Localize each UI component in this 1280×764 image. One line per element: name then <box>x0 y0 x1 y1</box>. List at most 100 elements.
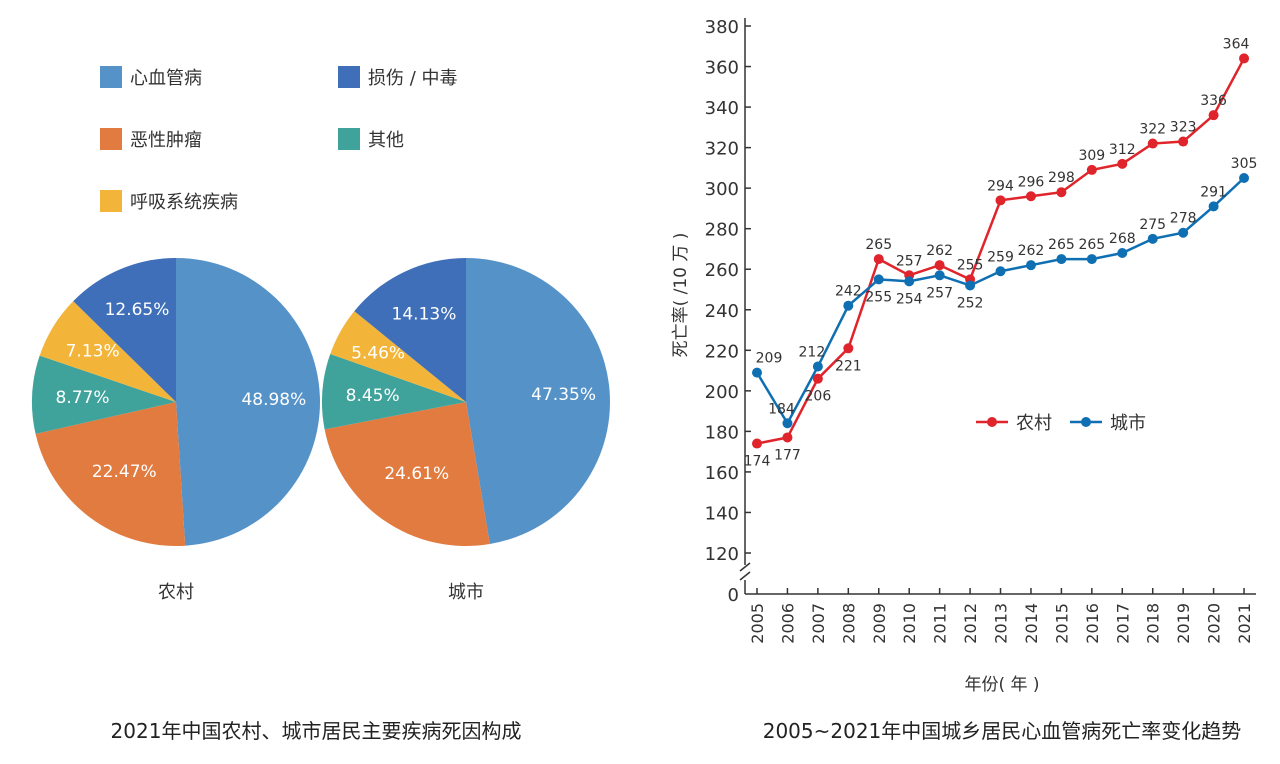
legend-label: 心血管病 <box>130 68 202 89</box>
legend-label: 恶性肿瘤 <box>130 130 202 151</box>
y-tick-label: 380 <box>705 17 739 38</box>
pie-slice <box>354 258 466 402</box>
legend-marker <box>987 417 997 427</box>
legend-swatch <box>100 190 122 212</box>
data-label: 291 <box>1200 184 1227 200</box>
data-point <box>843 343 854 354</box>
data-point <box>782 432 793 443</box>
data-label: 294 <box>987 178 1014 194</box>
pie-name: 城市 <box>448 582 484 603</box>
data-label: 268 <box>1109 231 1136 247</box>
pie-slice <box>324 402 490 546</box>
data-label: 209 <box>756 351 783 367</box>
data-label: 257 <box>896 253 923 269</box>
data-label: 312 <box>1109 142 1136 158</box>
data-label: 296 <box>1018 174 1045 190</box>
x-tick-label: 2005 <box>748 603 767 644</box>
data-point <box>1178 136 1189 147</box>
legend-swatch <box>338 66 360 88</box>
pie-slice <box>466 258 611 545</box>
pie-name: 农村 <box>158 582 194 603</box>
pie-slice-label: 5.46% <box>351 344 405 364</box>
data-point <box>1208 110 1219 121</box>
data-label: 265 <box>1078 237 1105 253</box>
x-tick-label: 2018 <box>1144 603 1163 644</box>
pie-slice-label: 22.47% <box>92 462 157 482</box>
y-tick-label: 280 <box>705 220 739 241</box>
y-tick-label: 0 <box>728 585 739 606</box>
x-tick-label: 2006 <box>778 603 797 644</box>
data-label: 212 <box>799 345 826 361</box>
x-tick-label: 2011 <box>931 603 950 644</box>
data-point <box>1086 164 1097 175</box>
data-label: 262 <box>1018 243 1045 259</box>
pie-slice <box>39 301 177 402</box>
y-tick-label: 200 <box>705 382 739 403</box>
data-point <box>1056 254 1067 265</box>
x-tick-label: 2014 <box>1022 603 1041 644</box>
x-tick-label: 2012 <box>961 603 980 644</box>
data-point <box>1025 191 1036 202</box>
data-label: 265 <box>865 237 892 253</box>
axis-break-mark <box>739 562 751 572</box>
x-tick-label: 2017 <box>1113 603 1132 644</box>
x-tick-label: 2019 <box>1174 603 1193 644</box>
data-point <box>1178 227 1189 238</box>
line-chart-title: 2005~2021年中国城乡居民心血管病死亡率变化趋势 <box>763 719 1242 743</box>
pie-slice-label: 48.98% <box>241 390 306 410</box>
data-label: 184 <box>768 401 795 417</box>
data-label: 265 <box>1048 237 1075 253</box>
data-point <box>1239 173 1250 184</box>
data-point <box>1086 254 1097 265</box>
data-label: 257 <box>926 285 953 301</box>
x-tick-label: 2009 <box>870 603 889 644</box>
y-tick-label: 240 <box>705 301 739 322</box>
data-point <box>934 260 945 271</box>
data-label: 206 <box>805 389 832 405</box>
legend-label: 呼吸系统疾病 <box>130 192 238 213</box>
data-point <box>812 361 823 372</box>
x-tick-label: 2013 <box>992 603 1011 644</box>
pie-slice-label: 14.13% <box>392 305 457 325</box>
legend-label: 农村 <box>1016 413 1052 434</box>
data-label: 259 <box>987 249 1014 265</box>
y-tick-label: 360 <box>705 58 739 79</box>
data-point <box>1239 53 1250 64</box>
y-tick-label: 220 <box>705 341 739 362</box>
data-label: 255 <box>957 257 984 273</box>
data-point <box>1208 201 1219 212</box>
x-tick-label: 2021 <box>1235 603 1254 644</box>
data-label: 255 <box>865 289 892 305</box>
pie-slice <box>31 355 176 434</box>
legend-swatch <box>338 128 360 150</box>
data-point <box>904 276 915 287</box>
data-point <box>843 300 854 311</box>
pie-chart-title: 2021年中国农村、城市居民主要疾病死因构成 <box>111 719 522 743</box>
data-point <box>995 195 1006 206</box>
data-label: 252 <box>957 295 984 311</box>
pie-slice <box>322 353 466 430</box>
y-axis-label: 死亡率( /10 万 ) <box>671 233 691 358</box>
x-axis-label: 年份( 年 ) <box>964 675 1039 695</box>
data-point <box>1147 233 1158 244</box>
pie-slice-label: 47.35% <box>531 385 596 405</box>
data-label: 275 <box>1139 217 1166 233</box>
pie-slice-label: 24.61% <box>384 464 449 484</box>
data-point <box>1056 187 1067 198</box>
pie-slice <box>176 258 320 546</box>
data-label: 242 <box>835 284 862 300</box>
data-label: 336 <box>1200 93 1227 109</box>
pie-slice-label: 8.45% <box>346 386 400 406</box>
data-point <box>965 280 976 291</box>
y-tick-label: 300 <box>705 179 739 200</box>
y-tick-label: 320 <box>705 139 739 160</box>
data-point <box>812 373 823 384</box>
legend-swatch <box>100 66 122 88</box>
pie-slice-label: 8.77% <box>56 388 110 408</box>
pie-slice <box>35 402 186 546</box>
legend-label: 损伤 / 中毒 <box>368 68 458 89</box>
data-point <box>1117 158 1128 169</box>
data-label: 322 <box>1139 122 1166 138</box>
pie-slice <box>330 311 466 402</box>
legend-swatch <box>100 128 122 150</box>
